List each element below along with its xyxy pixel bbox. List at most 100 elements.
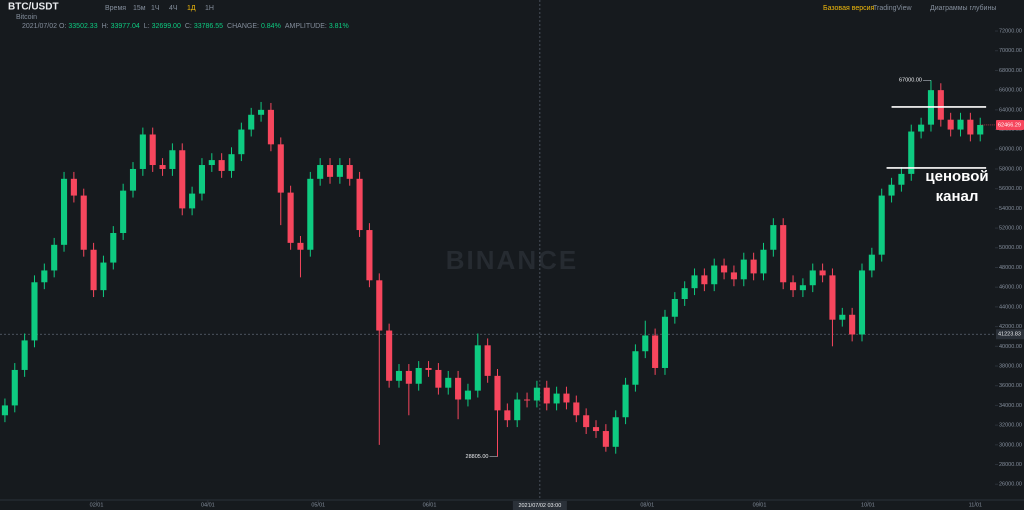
candle-body (435, 369, 442, 388)
y-tick-label: 26000.00 (999, 482, 1022, 488)
candle-body (681, 288, 688, 300)
info-date: 2021/07/02 (22, 23, 57, 30)
candle-body (573, 402, 580, 416)
y-tick-label: 62000.00 (999, 127, 1022, 133)
candle-body (809, 270, 816, 286)
view-tab[interactable]: TradingView (873, 5, 912, 12)
crosshair-date: 2021/07/02 03:00 (518, 503, 561, 509)
candle-body (799, 285, 806, 291)
interval-button[interactable]: 4Ч (169, 5, 178, 12)
pair-title[interactable]: BTC/USDT (8, 2, 59, 13)
candle-body (494, 375, 501, 411)
info-value: 32699.00 (152, 23, 181, 30)
crosshair-price-box (996, 329, 1024, 340)
candle-body (780, 225, 787, 283)
y-tick-label: 34000.00 (999, 403, 1022, 409)
candle-body (356, 178, 363, 231)
candle-body (51, 244, 58, 271)
candle-body (386, 330, 393, 381)
x-tick-label: 06/01 (423, 502, 437, 508)
candle-body (740, 259, 747, 280)
candle-body (267, 109, 274, 145)
candle-body (218, 160, 225, 171)
x-tick-label: 11/01 (969, 502, 982, 508)
crosshair-date-box (512, 501, 567, 510)
last-price-label: 62466.29 (998, 122, 1021, 128)
candle-body (149, 134, 156, 166)
candle-body (868, 254, 875, 271)
x-tick-label: 02/01 (90, 502, 104, 508)
y-tick-label: 64000.00 (999, 107, 1022, 113)
candle-body (376, 280, 383, 331)
candle-body (632, 351, 639, 385)
candle-body (129, 168, 137, 191)
interval-bar: Время 15м 1Ч 4Ч 1Д 1Н (105, 5, 214, 12)
y-tick-label: 50000.00 (999, 245, 1022, 251)
candle-body (770, 225, 777, 250)
candle-body (977, 124, 984, 135)
annotation-text: канал (936, 188, 979, 205)
info-label: H: (102, 23, 109, 30)
candle-body (31, 282, 38, 341)
candle-body (317, 165, 324, 179)
candle-body (514, 399, 521, 421)
candle-body (326, 165, 334, 177)
y-tick-label: 44000.00 (999, 304, 1022, 310)
high-marker-label: 67000.00 (899, 78, 922, 84)
interval-button[interactable]: 1Д (187, 5, 196, 12)
candle-body (533, 387, 540, 401)
candle-body (11, 369, 18, 406)
candle-body (287, 192, 294, 243)
candle-body (415, 367, 422, 384)
candle-body (208, 160, 215, 166)
candle-body (730, 272, 737, 280)
crosshair-price: 41223.83 (998, 332, 1021, 338)
candle-body (70, 178, 77, 196)
candle-body (139, 134, 146, 169)
info-value: 0.84% (261, 23, 281, 30)
info-label: CHANGE: (227, 23, 259, 30)
ohlc-info: 2021/07/02 O: 33502.33 H: 33977.04 L: 32699.00… (22, 23, 349, 30)
candle-body (563, 393, 570, 403)
candle-body (947, 119, 954, 130)
candle-body (405, 370, 412, 384)
candle-body (553, 393, 560, 404)
candle-body (395, 370, 403, 381)
candle-body (90, 249, 97, 291)
interval-button[interactable]: 15м (133, 5, 146, 12)
candle-body (277, 144, 284, 193)
view-tab[interactable]: Базовая версия (823, 5, 875, 12)
candle-body (908, 131, 915, 174)
candle-body (819, 270, 826, 276)
info-value: 33977.04 (111, 23, 140, 30)
candle-body (918, 124, 925, 132)
y-tick-label: 46000.00 (999, 285, 1022, 291)
last-price-box (996, 119, 1024, 130)
candle-body (957, 119, 964, 130)
candle-body (41, 270, 48, 283)
interval-button[interactable]: 1Н (205, 5, 214, 12)
info-label: AMPLITUDE: (285, 23, 327, 30)
view-tab[interactable]: Диаграммы глубины (930, 4, 996, 12)
candle-body (711, 265, 718, 285)
x-tick-label: 05/01 (311, 502, 325, 508)
candle-body (336, 165, 343, 177)
candle-body (100, 262, 107, 291)
candle-body (858, 270, 866, 335)
candle-body (159, 165, 166, 169)
candle-body (189, 193, 196, 209)
candle-body (543, 387, 550, 404)
y-tick-label: 42000.00 (999, 324, 1022, 330)
candle-body (691, 275, 698, 289)
pair-subtitle: Bitcoin (16, 14, 37, 21)
candle-body (110, 233, 117, 263)
y-tick-label: 36000.00 (999, 383, 1022, 389)
candle-body (455, 377, 462, 400)
candle-body (829, 275, 836, 320)
interval-button[interactable]: 1Ч (151, 5, 160, 12)
y-tick-label: 32000.00 (999, 423, 1022, 429)
info-label: L: (144, 23, 150, 30)
candle-body (760, 249, 767, 274)
interval-button[interactable]: Время (105, 5, 126, 12)
x-tick-label: 04/01 (201, 502, 215, 508)
